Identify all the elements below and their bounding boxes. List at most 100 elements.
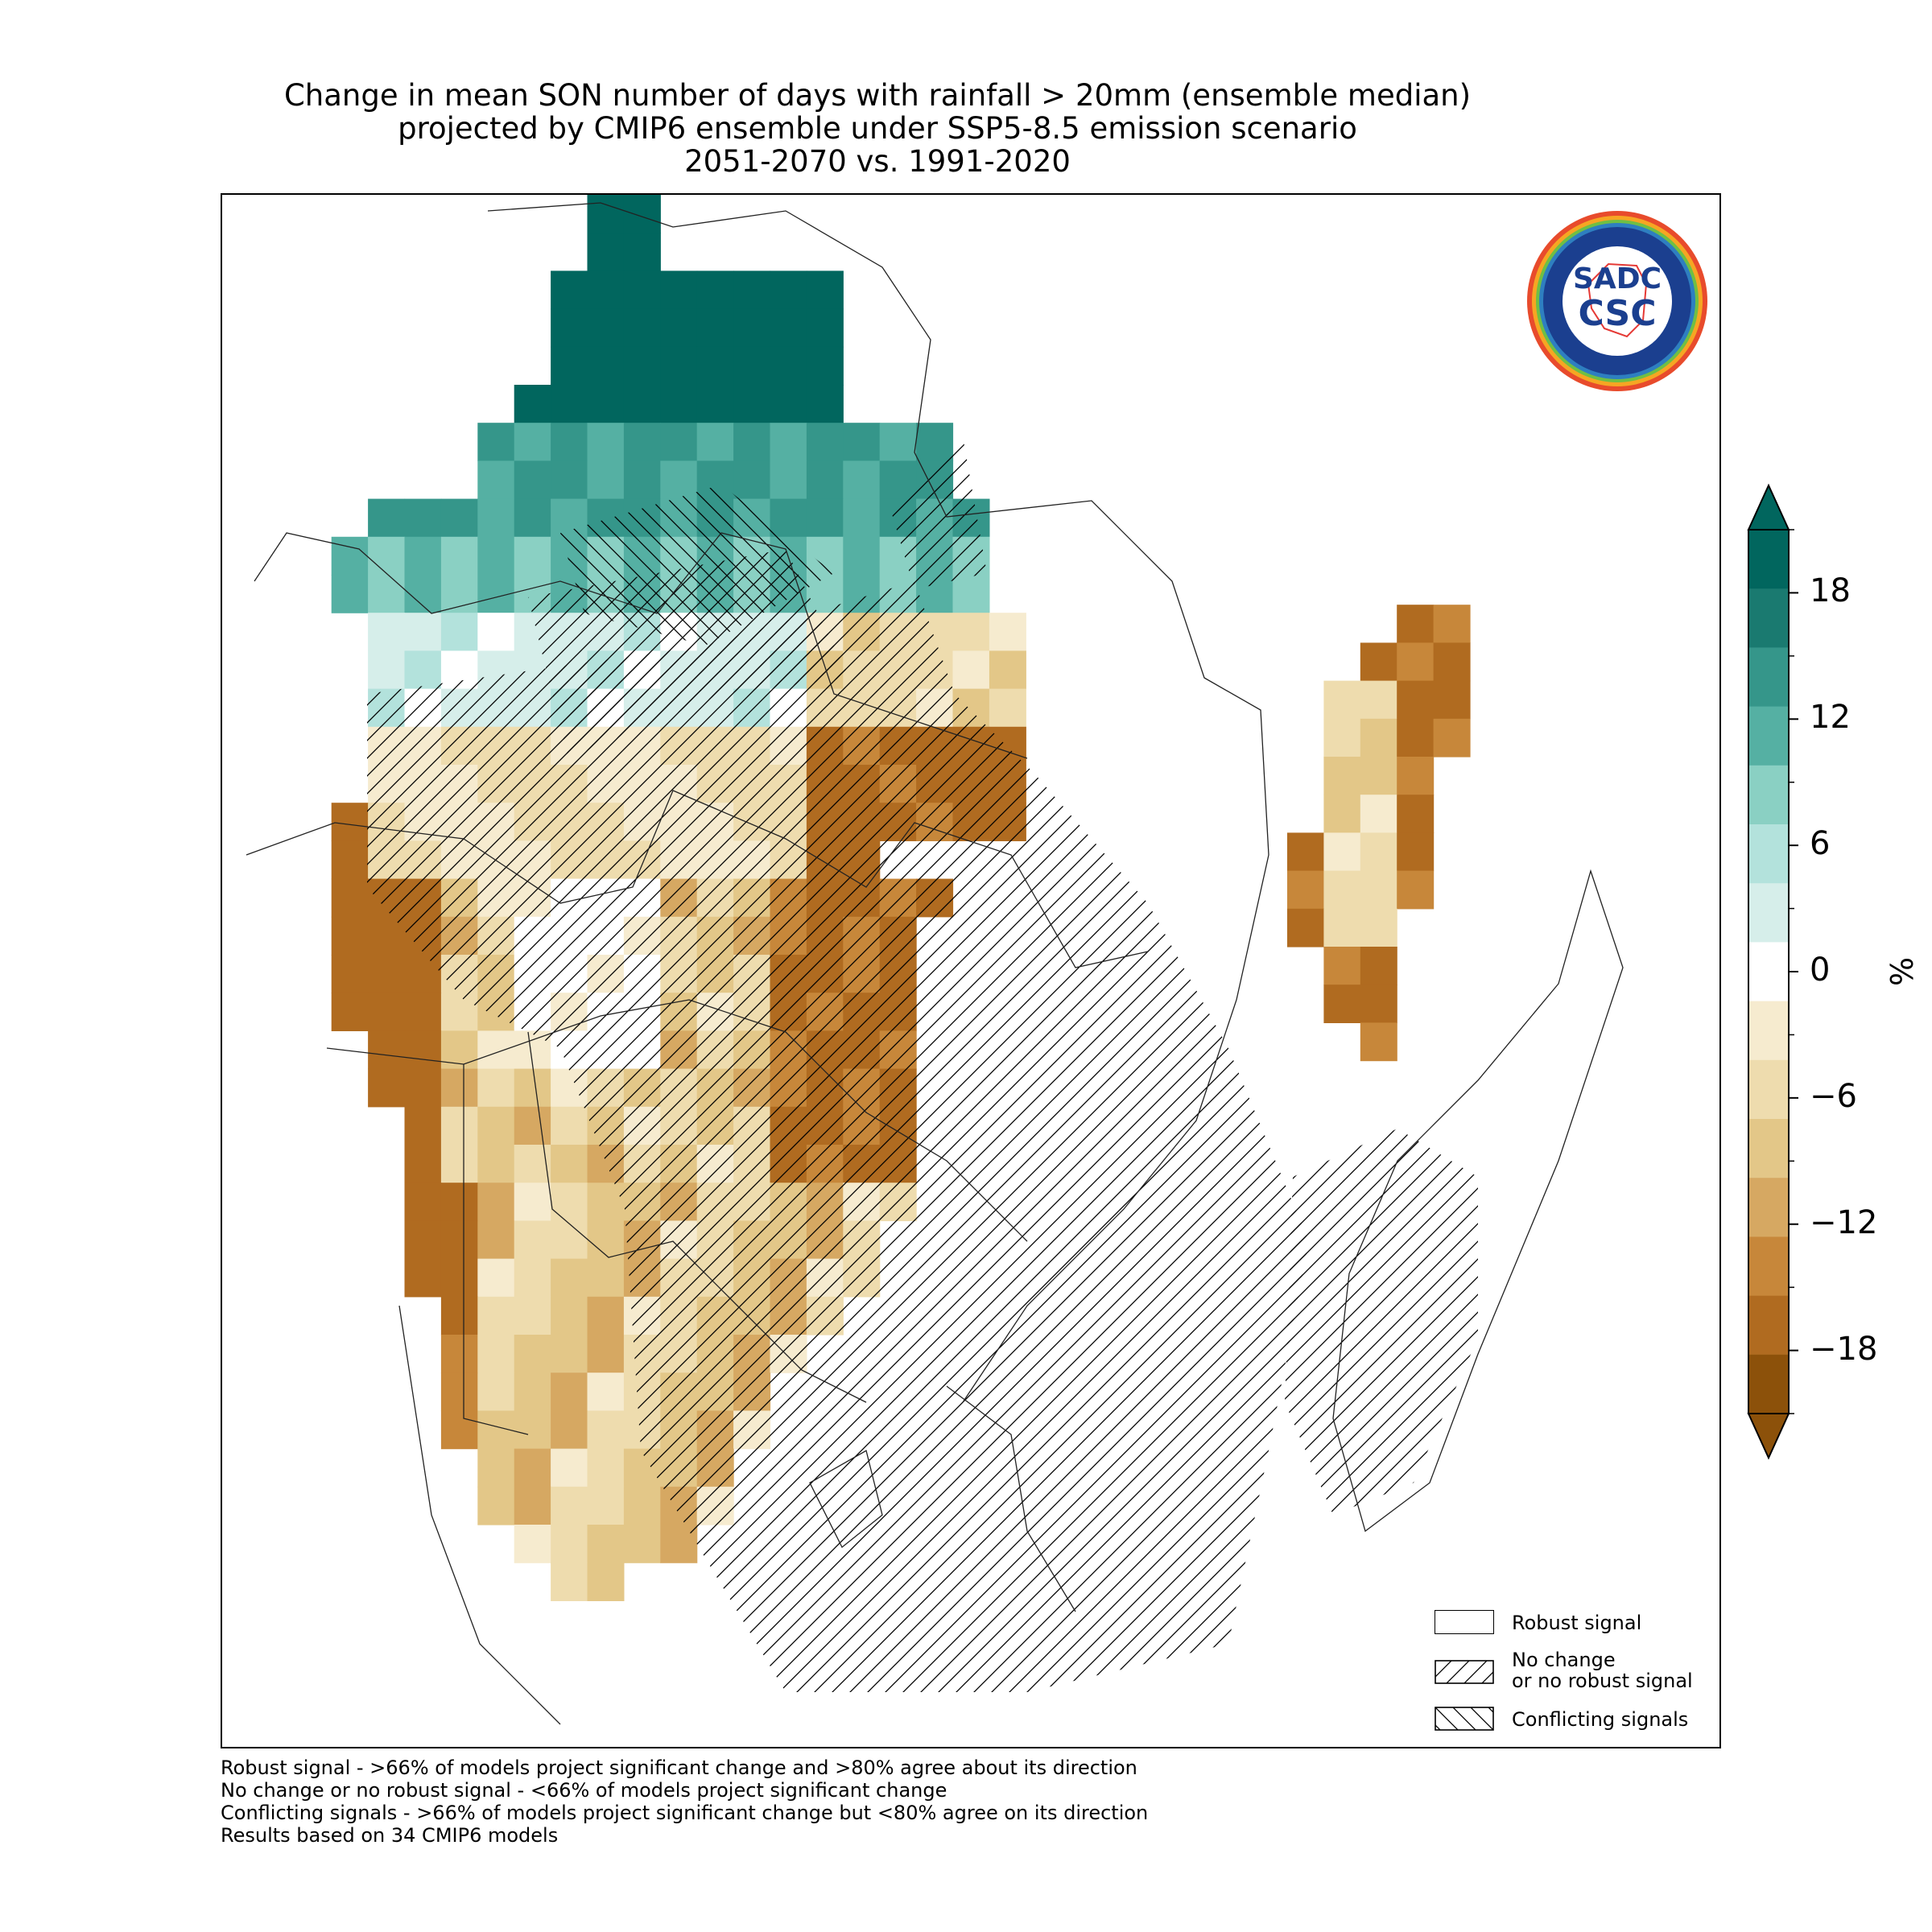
map-cell	[587, 195, 625, 233]
map-cell	[1360, 680, 1397, 720]
map-cell	[587, 1486, 625, 1525]
legend-swatch-no-change	[1435, 1660, 1494, 1684]
map-cell	[770, 308, 807, 348]
map-cell	[1360, 832, 1397, 872]
map-cell	[440, 1220, 478, 1260]
map-cell	[368, 1068, 406, 1108]
map-cell	[587, 270, 625, 310]
country-border	[326, 999, 1028, 1242]
colorbar-tick-label: −12	[1810, 1203, 1878, 1241]
map-cell	[551, 423, 588, 461]
legend-label-robust: Robust signal	[1512, 1612, 1642, 1634]
colorbar-extend-min	[1747, 1413, 1790, 1460]
map-cell	[806, 346, 844, 386]
map-cell	[368, 993, 406, 1031]
colorbar-unit-label: %	[1885, 956, 1921, 987]
map-cell	[477, 1448, 515, 1488]
map-cell	[477, 536, 515, 576]
map-cell	[331, 575, 369, 613]
map-cell	[952, 650, 990, 690]
colorbar-tick-label: 0	[1810, 952, 1831, 989]
map-cell	[1360, 947, 1397, 985]
map-cell	[733, 346, 771, 386]
map-cell	[404, 575, 442, 613]
map-cell	[551, 308, 588, 348]
map-cell	[440, 1335, 478, 1373]
map-cell	[587, 460, 625, 500]
map-cell	[806, 423, 844, 461]
map-cell	[587, 233, 625, 271]
map-cell	[843, 423, 881, 461]
map-cell	[1323, 757, 1361, 795]
legend-swatch-conflicting	[1435, 1707, 1494, 1731]
map-cell	[404, 1068, 442, 1108]
map-cell	[587, 423, 625, 461]
map-cell	[514, 1525, 551, 1563]
colorbar-segment	[1748, 1236, 1789, 1297]
map-cell	[551, 1183, 588, 1221]
country-border	[962, 854, 1269, 1403]
hatch-no-robust-signal	[367, 581, 1309, 1692]
map-cell	[440, 1183, 478, 1221]
legend-swatch-robust	[1435, 1610, 1494, 1634]
colorbar-segment	[1748, 1001, 1789, 1061]
map-cell	[477, 498, 515, 538]
colorbar-segment	[1748, 1119, 1789, 1179]
map-cell	[440, 536, 478, 576]
map-cell	[843, 498, 881, 538]
map-cell	[514, 1373, 551, 1411]
map-cell	[660, 460, 698, 500]
colorbar-segment	[1748, 883, 1789, 943]
footnote-robust: Robust signal - >66% of models project s…	[221, 1757, 1137, 1779]
map-cell	[587, 308, 625, 348]
map-cell	[660, 346, 698, 386]
map-cell	[660, 308, 698, 348]
map-cell	[514, 1335, 551, 1373]
map-panel	[221, 193, 1721, 1748]
chart-title: Change in mean SON number of days with r…	[217, 79, 1538, 178]
map-cell	[587, 1448, 625, 1488]
colorbar-segment	[1748, 1354, 1789, 1414]
map-cell	[514, 1486, 551, 1525]
map-cell	[368, 613, 406, 651]
map-cell	[843, 460, 881, 500]
colorbar-segment	[1748, 530, 1789, 589]
map-cell	[623, 270, 661, 310]
map-cell	[331, 916, 369, 956]
country-border	[946, 1385, 1076, 1612]
map-cell	[1433, 680, 1471, 720]
map-cell	[1397, 680, 1435, 720]
map-cell	[1360, 1022, 1397, 1062]
map-cell	[551, 1525, 588, 1563]
map-cell	[514, 1410, 551, 1450]
map-cell	[623, 385, 661, 423]
map-cell	[1323, 795, 1361, 833]
map-cell	[770, 423, 807, 461]
map-cell	[404, 1145, 442, 1183]
map-cell	[477, 1068, 515, 1108]
map-cell	[331, 536, 369, 576]
map-cell	[770, 460, 807, 500]
map-cell	[551, 1220, 588, 1260]
map-cell	[404, 1183, 442, 1221]
map-cell	[587, 1373, 625, 1411]
map-cell	[477, 1373, 515, 1411]
map-cell	[770, 270, 807, 310]
map-cell	[733, 460, 771, 500]
colorbar-tick-label: 12	[1810, 699, 1851, 737]
map-cell	[440, 1296, 478, 1335]
map-cell	[660, 423, 698, 461]
map-cell	[368, 955, 406, 993]
map-cell	[806, 308, 844, 348]
map-cell	[368, 650, 406, 690]
map-cell	[696, 385, 734, 423]
map-cell	[551, 460, 588, 500]
map-cell	[404, 1030, 442, 1070]
country-border	[487, 202, 1269, 856]
map-cell	[587, 385, 625, 423]
map-cell	[514, 1183, 551, 1221]
map-cell	[440, 1258, 478, 1298]
map-cell	[551, 1563, 588, 1601]
map-cell	[1397, 718, 1435, 758]
map-cell	[1287, 832, 1324, 872]
